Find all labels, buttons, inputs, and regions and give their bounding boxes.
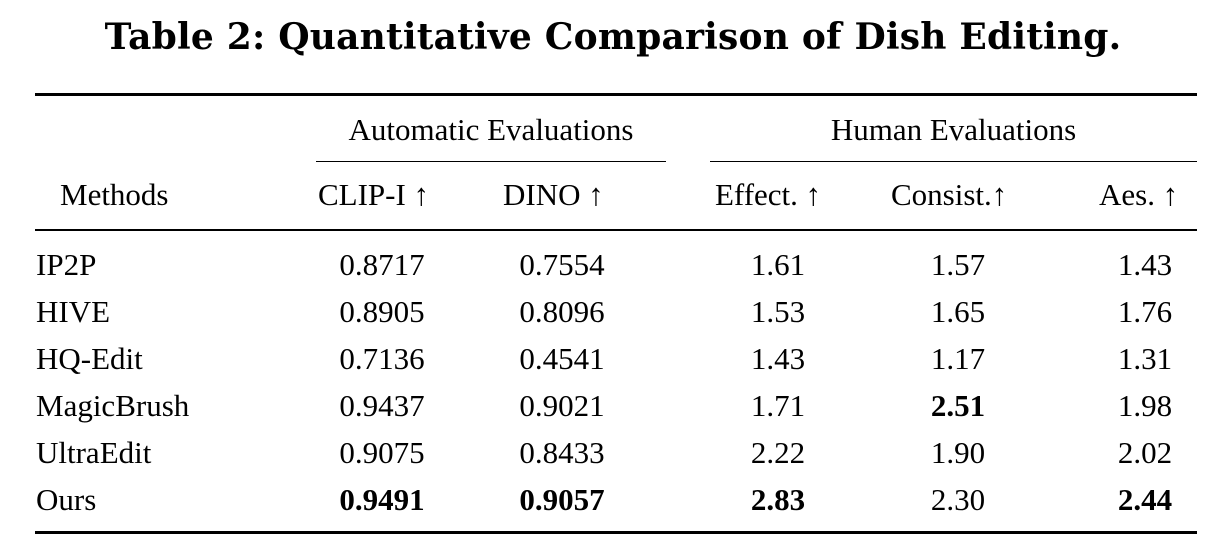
cell-clip-i: 0.9437 xyxy=(339,388,425,423)
cell-effect: 2.22 xyxy=(750,435,806,470)
cell-effect: 1.53 xyxy=(750,294,806,329)
cell-effect: 2.83 xyxy=(750,482,806,517)
cell-clip-i: 0.9491 xyxy=(339,482,425,517)
cell-clip-i: 0.8905 xyxy=(339,294,425,329)
cell-consist: 2.51 xyxy=(930,388,986,423)
automatic-group-rule xyxy=(316,161,666,162)
cell-aes: 1.98 xyxy=(1117,388,1173,423)
cell-aes: 1.43 xyxy=(1117,247,1173,282)
column-header-clip-i: CLIP-I ↑ xyxy=(318,177,430,212)
method-name-cell: UltraEdit xyxy=(36,435,152,470)
cell-consist: 1.17 xyxy=(930,341,986,376)
cell-dino: 0.8096 xyxy=(519,294,605,329)
method-name-cell: HQ-Edit xyxy=(36,341,143,376)
cell-dino: 0.8433 xyxy=(519,435,605,470)
column-header-consist: Consist.↑ xyxy=(891,177,1008,212)
table-caption: Table 2: Quantitative Comparison of Dish… xyxy=(104,16,1122,58)
group-header-automatic: Automatic Evaluations xyxy=(348,112,634,147)
cell-dino: 0.9021 xyxy=(519,388,605,423)
method-name-cell: MagicBrush xyxy=(36,388,190,423)
cell-effect: 1.61 xyxy=(750,247,806,282)
cell-effect: 1.43 xyxy=(750,341,806,376)
cell-dino: 0.7554 xyxy=(519,247,605,282)
method-name-cell: HIVE xyxy=(36,294,111,329)
cell-effect: 1.71 xyxy=(750,388,806,423)
human-group-rule xyxy=(710,161,1197,162)
cell-clip-i: 0.8717 xyxy=(339,247,425,282)
group-header-human: Human Evaluations xyxy=(830,112,1077,147)
column-header-dino: DINO ↑ xyxy=(503,177,604,212)
cell-aes: 1.31 xyxy=(1117,341,1173,376)
cell-aes: 2.02 xyxy=(1117,435,1173,470)
method-name-cell: IP2P xyxy=(36,247,97,282)
column-header-methods: Methods xyxy=(60,177,169,212)
cell-consist: 2.30 xyxy=(930,482,986,517)
bottom-rule xyxy=(35,531,1197,534)
cell-consist: 1.65 xyxy=(930,294,986,329)
column-header-aes: Aes. ↑ xyxy=(1099,177,1179,212)
cell-clip-i: 0.7136 xyxy=(339,341,425,376)
cell-consist: 1.57 xyxy=(930,247,986,282)
top-rule xyxy=(35,93,1197,96)
header-rule xyxy=(35,229,1197,231)
cell-aes: 1.76 xyxy=(1117,294,1173,329)
cell-consist: 1.90 xyxy=(930,435,986,470)
cell-dino: 0.4541 xyxy=(519,341,605,376)
method-name-cell: Ours xyxy=(36,482,97,517)
cell-clip-i: 0.9075 xyxy=(339,435,425,470)
column-header-effect: Effect. ↑ xyxy=(715,177,822,212)
cell-dino: 0.9057 xyxy=(519,482,605,517)
cell-aes: 2.44 xyxy=(1117,482,1173,517)
